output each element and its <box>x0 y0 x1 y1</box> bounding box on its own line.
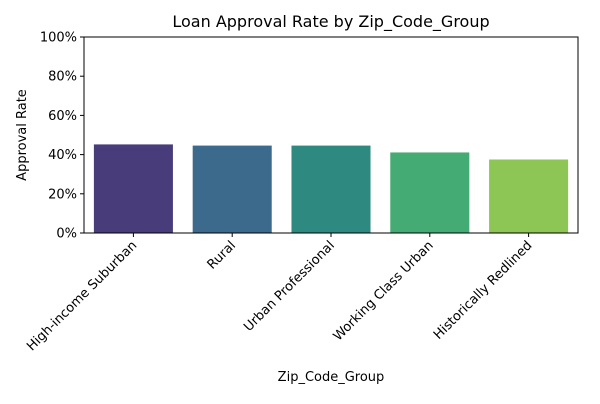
x-tick-label: Rural <box>205 238 239 272</box>
y-tick-label: 0% <box>56 227 77 242</box>
y-axis-label: Approval Rate <box>15 89 30 181</box>
x-tick-label: Working Class Urban <box>331 238 437 344</box>
y-axis: 0% 20% 40% 60% 80% 100% <box>40 31 84 242</box>
x-axis: High-income Suburban Rural Urban Professio… <box>24 233 535 354</box>
bars-group <box>93 144 569 233</box>
x-tick-label: High-income Suburban <box>24 238 140 354</box>
plot-frame <box>83 36 579 234</box>
bar-1 <box>93 144 173 233</box>
x-tick-label: Historically Redlined <box>431 238 535 342</box>
x-tick-label: Urban Professional <box>241 238 338 335</box>
y-tick-label: 40% <box>48 148 77 163</box>
y-tick-label: 60% <box>48 109 77 124</box>
x-axis-label: Zip_Code_Group <box>278 370 385 385</box>
y-tick-label: 80% <box>48 70 77 85</box>
y-tick-label: 20% <box>48 187 77 202</box>
bar-5 <box>489 159 569 233</box>
bar-3 <box>291 145 371 233</box>
bar-2 <box>192 145 272 233</box>
y-tick-label: 100% <box>40 31 77 46</box>
chart-title: Loan Approval Rate by Zip_Code_Group <box>172 12 489 32</box>
bar-4 <box>390 152 470 233</box>
